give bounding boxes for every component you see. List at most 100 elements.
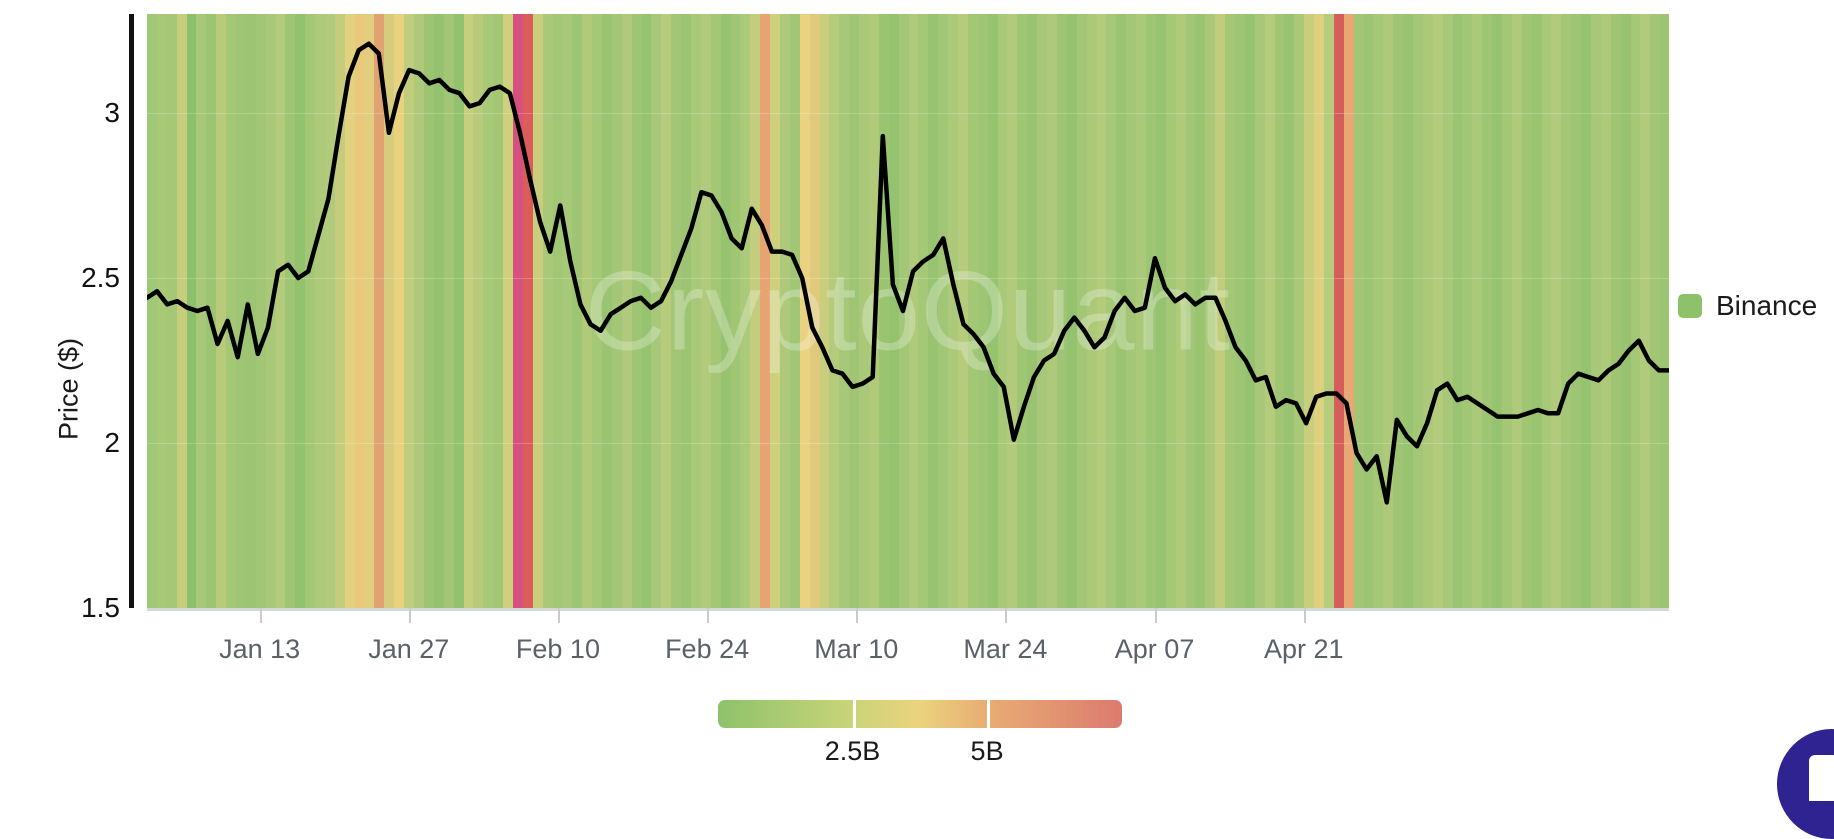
heatmap-band <box>483 14 494 608</box>
heatmap-band <box>344 14 355 608</box>
heatmap-band <box>433 14 444 608</box>
x-tick-mark <box>856 608 859 623</box>
heatmap-band <box>601 14 612 608</box>
chart-page: Price ($) 1.5 2 2.5 3 CryptoQuant Jan 13 Jan… <box>53 14 1834 839</box>
heatmap-band <box>661 14 672 608</box>
heatmap-band <box>423 14 434 608</box>
heatmap-band <box>1511 14 1522 608</box>
heatmap-band <box>1413 14 1423 608</box>
heatmap-band <box>1353 14 1364 608</box>
legend-swatch-binance <box>1678 294 1702 318</box>
heatmap-band <box>236 14 246 608</box>
heatmap-band <box>1502 14 1512 608</box>
heatmap-band <box>671 14 682 608</box>
heatmap-band <box>1234 14 1245 608</box>
heatmap-band <box>532 14 543 608</box>
heatmap-band <box>562 14 573 608</box>
heatmap-band <box>1600 14 1611 608</box>
heatmap-band <box>938 14 949 608</box>
heatmap-band <box>1403 14 1413 608</box>
heatmap-band <box>631 14 642 608</box>
colorbar-divider <box>987 700 991 728</box>
heatmap-band <box>710 14 721 608</box>
heatmap-band <box>374 14 385 608</box>
heatmap-band <box>849 14 860 608</box>
heatmap-band <box>1333 14 1344 608</box>
heatmap-band <box>888 14 899 608</box>
heatmap-band <box>1066 14 1077 608</box>
heatmap-band <box>1343 14 1354 608</box>
heatmap-band <box>1492 14 1503 608</box>
heatmap-band <box>443 14 454 608</box>
heatmap-band <box>918 14 929 608</box>
x-tick-label: Jan 27 <box>368 634 450 664</box>
heatmap-band <box>493 14 504 608</box>
series-legend[interactable]: Binance <box>1678 290 1817 322</box>
heatmap-band <box>334 14 345 608</box>
heatmap-band <box>799 14 810 608</box>
heatmap-band <box>859 14 870 608</box>
heatmap-band <box>582 14 593 608</box>
heatmap-band <box>1037 14 1048 608</box>
heatmap-band <box>740 14 751 608</box>
heatmap-band <box>1086 14 1097 608</box>
heatmap-band <box>977 14 988 608</box>
heatmap-band <box>1195 14 1206 608</box>
heatmap-band <box>1482 14 1493 608</box>
heatmap-band <box>760 14 771 608</box>
heatmap-band <box>226 14 237 608</box>
heatmap-band <box>325 14 335 608</box>
heatmap-band <box>1116 14 1127 608</box>
heatmap-band <box>948 14 959 608</box>
heatmap-band <box>1630 14 1641 608</box>
heatmap-band <box>503 14 513 608</box>
heatmap-band <box>1294 14 1305 608</box>
heatmap-band <box>839 14 850 608</box>
x-tick-mark <box>557 608 560 623</box>
heatmap-band <box>1126 14 1137 608</box>
heatmap-band <box>364 14 375 608</box>
heatmap-band <box>730 14 741 608</box>
heatmap-band <box>275 14 286 608</box>
heatmap-band <box>592 14 602 608</box>
x-tick-label: Mar 24 <box>963 634 1048 664</box>
heatmap-band <box>572 14 583 608</box>
heatmap-band <box>1323 14 1334 608</box>
plot-area[interactable]: CryptoQuant <box>147 14 1669 611</box>
heatmap-band <box>384 14 395 608</box>
heatmap-band <box>819 14 830 608</box>
heatmap-band <box>216 14 227 608</box>
heatmap-band <box>621 14 632 608</box>
heatmap-band <box>1145 14 1156 608</box>
heatmap-band <box>908 14 919 608</box>
x-tick-mark <box>1005 608 1008 623</box>
heatmap-band <box>285 14 296 608</box>
heatmap-band <box>315 14 326 608</box>
heatmap-band <box>700 14 711 608</box>
heatmap-band <box>414 14 424 608</box>
heatmap-band <box>147 14 157 608</box>
colorbar-legend: 2.5B 5B <box>718 700 1122 770</box>
price-line-path <box>147 41 1669 505</box>
heatmap-band <box>463 14 474 608</box>
heatmap-band <box>1541 14 1552 608</box>
heatmap-band <box>1225 14 1235 608</box>
x-tick-mark <box>259 608 262 623</box>
x-tick-label: Apr 07 <box>1114 634 1195 664</box>
heatmap-band <box>1027 14 1038 608</box>
heatmap-band <box>1205 14 1216 608</box>
heatmap-band <box>295 14 306 608</box>
x-tick-label: Apr 21 <box>1263 634 1344 664</box>
heatmap-band <box>1165 14 1176 608</box>
y-tick-label: 3 <box>104 97 120 128</box>
heatmap-band <box>166 14 177 608</box>
chat-launcher-button[interactable] <box>1777 729 1834 839</box>
heatmap-band <box>1620 14 1631 608</box>
heatmap-band <box>809 14 820 608</box>
heatmap-band <box>1284 14 1295 608</box>
heatmap-band <box>1264 14 1275 608</box>
heatmap-band <box>1442 14 1453 608</box>
heatmap-band <box>394 14 405 608</box>
legend-label-binance: Binance <box>1716 290 1818 321</box>
x-tick-mark <box>707 608 710 623</box>
